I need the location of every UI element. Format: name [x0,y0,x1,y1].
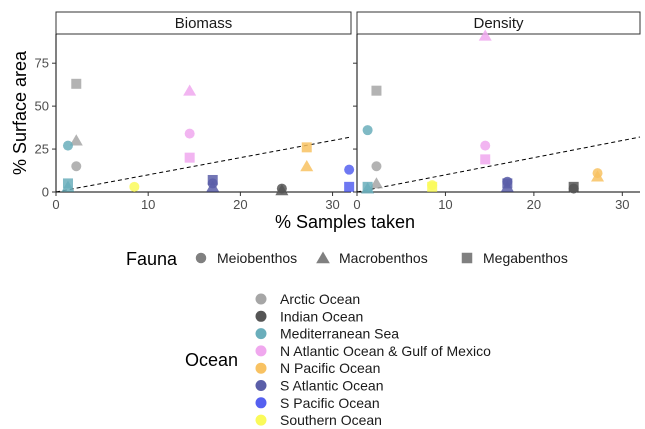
x-tick-label: 20 [233,197,247,212]
ocean-legend-label: N Pacific Ocean [280,360,380,376]
ocean-legend-label: Indian Ocean [280,308,363,324]
x-tick-label: 10 [438,197,452,212]
facet-strip [356,11,641,35]
reference-line [356,136,641,193]
data-point [500,180,514,192]
data-point [183,84,197,96]
ocean-legend-entry: S Atlantic Ocean [255,378,384,394]
ocean-legend-key [255,345,267,357]
fauna-legend-key [195,252,207,264]
fauna-legend-title: Fauna [126,249,178,269]
data-point [275,184,289,196]
ocean-legend-label: Mediterranean Sea [280,326,399,342]
data-point [369,177,383,189]
fauna-legend-label: Macrobenthos [339,250,428,266]
ocean-legend-label: S Atlantic Ocean [280,378,384,394]
data-point [362,125,373,136]
x-axis-title: % Samples taken [275,212,415,232]
reference-line [55,136,352,193]
data-point [371,161,382,172]
y-tick-label: 0 [42,185,49,200]
data-point [480,154,491,165]
data-point [568,183,579,194]
data-point [71,78,82,89]
x-tick-label: 0 [353,197,360,212]
facet-strip-label: Biomass [175,15,233,32]
fauna-legend: Fauna Meiobenthos Macrobenthos Megabenthos [126,249,568,269]
facet-panel-density: Density 0 10 20 30 [353,11,641,212]
fauna-legend-entry: Meiobenthos [195,250,297,266]
x-tick-label: 10 [141,197,155,212]
ocean-legend-entry: Arctic Ocean [255,291,360,307]
data-point [62,140,73,151]
data-point [69,134,83,146]
fauna-legend-entry: Macrobenthos [316,250,428,266]
ocean-legend-key [255,397,267,409]
data-point [61,180,75,192]
data-point [300,160,314,172]
data-point [344,164,355,175]
ocean-legend-entry: Southern Ocean [255,412,382,428]
data-point [301,142,312,153]
ocean-legend-key [255,310,267,322]
ocean-legend-key [255,293,267,305]
data-point [206,180,220,192]
plot-area: Biomass 0 10 20 30 0 25 50 75 Density 0 10 20 30 [35,11,641,212]
fauna-legend-key [461,252,473,264]
data-point [129,181,140,192]
data-point [371,85,382,96]
fauna-legend-key [316,251,330,264]
ocean-legend-label: Southern Ocean [280,412,382,428]
ocean-legend-label: N Atlantic Ocean & Gulf of Mexico [280,343,491,359]
data-point [427,181,438,192]
y-tick-label: 75 [35,56,49,71]
fauna-legend-entry: Megabenthos [461,250,568,266]
y-tick-label: 50 [35,99,49,114]
y-axis-title: % Surface area [10,50,30,175]
data-point [71,161,82,172]
data-point [184,128,195,139]
ocean-legend-entry: N Atlantic Ocean & Gulf of Mexico [255,343,491,359]
data-point [361,182,375,194]
ocean-legend-key [255,380,267,391]
ocean-legend-entry: Indian Ocean [255,308,363,324]
facet-strip-label: Density [473,15,524,32]
ocean-legend-title: Ocean [185,350,238,370]
data-point [480,140,491,151]
x-tick-label: 0 [52,197,59,212]
x-tick-label: 30 [325,197,339,212]
ocean-legend-label: S Pacific Ocean [280,395,380,411]
y-tick-label: 25 [35,142,49,157]
x-tick-label: 20 [527,197,541,212]
facet-strip [55,11,352,35]
facet-panel-biomass: Biomass 0 10 20 30 0 25 50 75 [35,11,355,212]
ocean-legend-key [255,328,267,340]
data-point [591,170,605,182]
fauna-legend-label: Meiobenthos [217,250,297,266]
ocean-legend-entry: S Pacific Ocean [255,395,380,411]
legend-area: Fauna Meiobenthos Macrobenthos Megabenthos O… [126,249,568,428]
x-tick-label: 30 [615,197,629,212]
ocean-legend-entry: N Pacific Ocean [255,360,380,376]
fauna-legend-label: Megabenthos [483,250,568,266]
ocean-legend-key [255,362,267,374]
data-point [478,29,492,41]
data-point [344,181,355,192]
data-point [184,152,195,163]
ocean-legend-key [255,414,267,426]
ocean-legend-label: Arctic Ocean [280,291,360,307]
ocean-legend-entry: Mediterranean Sea [255,326,399,342]
